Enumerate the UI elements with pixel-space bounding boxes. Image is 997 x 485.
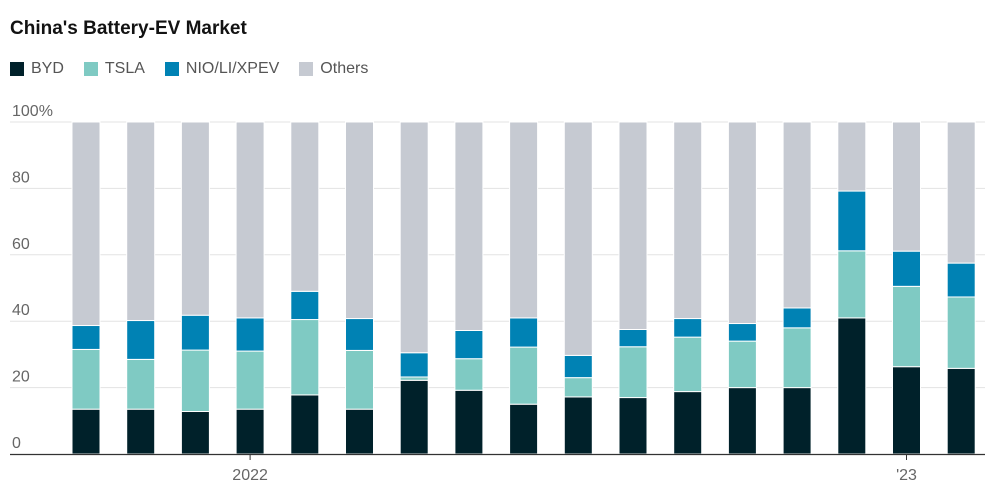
bar-segment (727, 387, 757, 455)
bar-segment (399, 121, 429, 354)
bar-segment (509, 121, 539, 319)
bar-segment (563, 354, 593, 379)
x-tick-label: '23 (896, 467, 917, 484)
bar-segment (399, 352, 429, 378)
legend-swatch-byd (10, 62, 24, 76)
bar-segment (618, 329, 648, 348)
bar-segment (892, 250, 921, 287)
bar-segment (618, 121, 648, 330)
bar-segment (345, 121, 374, 320)
bar-segment (180, 349, 210, 413)
bar-segment (345, 408, 374, 455)
y-tick-label: 20 (12, 369, 30, 386)
bar-segment (618, 397, 648, 455)
bar-segment (235, 121, 265, 319)
bar-segment (782, 307, 812, 329)
bar-segment (946, 121, 976, 264)
legend-swatch-others (299, 62, 314, 76)
bar-segment (837, 317, 867, 455)
y-tick-label: 80 (12, 169, 30, 186)
bar-segment (71, 348, 101, 410)
bar-segment (454, 358, 484, 391)
legend-label-byd: BYD (31, 60, 64, 77)
bar-segment (345, 349, 374, 410)
bar-segment (946, 367, 976, 455)
bar-segment (946, 296, 976, 369)
bar-segment (892, 285, 921, 368)
bar-segment (727, 340, 757, 389)
x-tick-label: 2022 (232, 467, 268, 484)
bar-segment (180, 314, 210, 351)
bar-segment (727, 121, 757, 325)
legend-item-nio-li-xpev: NIO/LI/XPEV (164, 60, 280, 78)
bar-segment (673, 391, 703, 455)
bar-segment (290, 394, 320, 455)
chart-title: China's Battery-EV Market (10, 18, 247, 39)
bar-segment (946, 262, 976, 298)
legend-swatch-nio-li-xpev (164, 62, 179, 76)
bar-segment (180, 411, 210, 455)
bar-segment (126, 358, 156, 410)
bar-segment (563, 377, 593, 398)
bar-segment (126, 408, 156, 455)
legend-item-others: Others (299, 60, 368, 78)
bar-segment (837, 250, 867, 319)
bar-segment (618, 346, 648, 399)
bar-segment (782, 387, 812, 455)
legend-swatch-tsla (83, 62, 98, 76)
legend-item-byd: BYD (10, 60, 64, 78)
bar-segment (126, 121, 156, 322)
bar-segment (290, 319, 320, 396)
bar-segment (235, 317, 265, 352)
bar-segment (454, 329, 484, 360)
legend: BYD TSLA NIO/LI/XPEV Others (10, 60, 388, 78)
bar-segment (782, 121, 812, 309)
legend-label-others: Others (320, 60, 369, 77)
legend-label-nio-li-xpev: NIO/LI/XPEV (185, 60, 280, 77)
y-tick-label: 100% (12, 103, 53, 120)
bar-segment (673, 121, 703, 320)
bar-segment (892, 366, 921, 455)
bar-segment (290, 121, 320, 292)
bar-segment (180, 121, 210, 316)
bar-segment (673, 336, 703, 393)
bar-segment (727, 323, 757, 342)
bar-segment (454, 389, 484, 455)
bar-segment (345, 318, 374, 351)
bar-segment (235, 408, 265, 455)
legend-item-tsla: TSLA (83, 60, 145, 78)
bar-segment (509, 317, 539, 348)
bar-segment (563, 121, 593, 356)
bar-segment (509, 346, 539, 405)
bar-segment (71, 408, 101, 455)
bar-segment (126, 320, 156, 360)
bar-segment (454, 121, 484, 331)
bar-segment (235, 350, 265, 410)
y-tick-label: 60 (12, 236, 30, 253)
bar-segment (509, 403, 539, 455)
bar-segment (837, 190, 867, 252)
bar-segment (837, 121, 867, 192)
legend-label-tsla: TSLA (104, 60, 145, 77)
bar-segment (71, 325, 101, 350)
bar-segment (892, 121, 921, 252)
bar-segment (673, 318, 703, 338)
bar-segment (563, 396, 593, 455)
y-tick-label: 0 (12, 435, 21, 452)
bar-segment (782, 327, 812, 389)
y-tick-label: 40 (12, 302, 30, 319)
bar-segment (399, 379, 429, 455)
bar-segment (290, 290, 320, 321)
bar-segment (71, 121, 101, 327)
